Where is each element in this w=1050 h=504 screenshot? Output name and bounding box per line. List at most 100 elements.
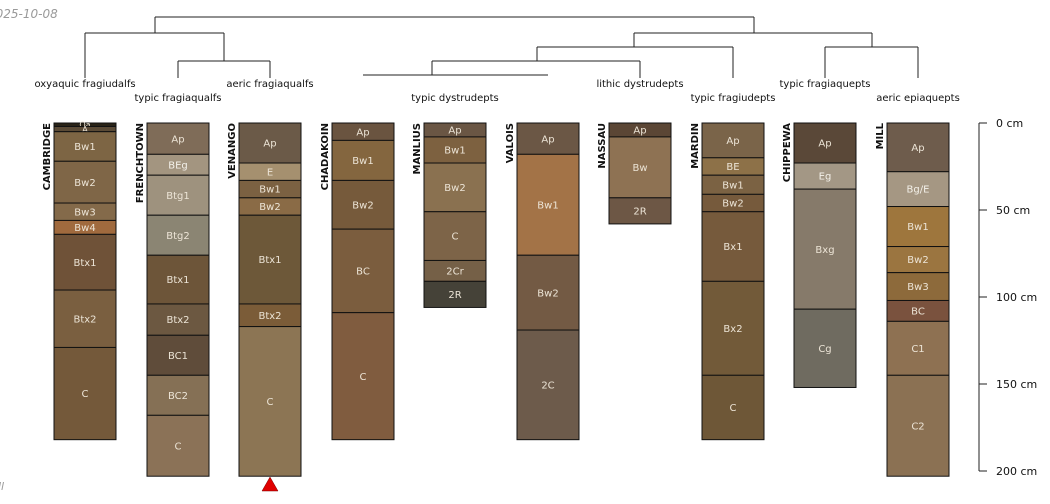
horizon-rect (146, 214, 210, 256)
horizon-label: Ap (911, 143, 924, 154)
horizon-label: Btx2 (258, 311, 281, 322)
horizon-label: Bw2 (444, 183, 465, 194)
profile-id-label: VALOIS (505, 123, 516, 163)
horizon-label: C1 (911, 344, 924, 355)
horizon-rect (793, 308, 857, 388)
horizon-label: Btg2 (166, 231, 190, 242)
horizon-rect (146, 174, 210, 216)
soil-profile: Ap Bw1 Bw2 C 2Cr 2R MANLIUS (412, 122, 487, 308)
soil-profile: Ap E Bw1 Bw2 Btx1 Btx2 C VENANGO (227, 122, 302, 477)
depth-tick-label: 100 cm (996, 291, 1037, 304)
horizon-label: Bw1 (74, 142, 95, 153)
profile-id-label: MARDIN (690, 123, 701, 169)
horizon-rect (516, 122, 580, 155)
horizon-rect (146, 122, 210, 155)
horizon-rect (886, 206, 950, 248)
taxon-label: typic fragiudepts (691, 93, 776, 104)
horizon-rect (886, 122, 950, 173)
horizon-label: BC (911, 307, 925, 318)
horizon-rect (238, 122, 302, 164)
taxon-label: oxyaquic fragiudalfs (34, 79, 135, 90)
depth-axis: 0 cm 50 cm 100 cm 150 cm 200 cm (978, 117, 1037, 478)
horizon-rect (516, 329, 580, 441)
taxon-label: aeric fragiaqualfs (226, 79, 313, 90)
profile-id-label: CHADAKOIN (320, 123, 331, 190)
horizon-label: Bw (632, 163, 647, 174)
horizon-label: 2R (633, 206, 646, 217)
horizon-label: A (82, 125, 88, 134)
profile-id-label: CHIPPEWA (782, 123, 793, 182)
soil-profile: Ap Bw 2R NASSAU (597, 122, 672, 225)
horizon-rect (701, 122, 765, 159)
profile-id-label: NASSAU (597, 123, 608, 169)
horizon-rect (516, 254, 580, 331)
horizon-label: Ap (263, 139, 276, 150)
horizon-rect (423, 136, 487, 164)
horizon-label: Cg (818, 344, 831, 355)
horizon-label: BE (726, 162, 739, 173)
taxon-label: aeric epiaquepts (876, 93, 960, 104)
horizon-rect (701, 280, 765, 376)
truncation-marker (261, 476, 279, 492)
horizon-label: Ap (541, 134, 554, 145)
horizon-label: Bg/E (907, 185, 930, 196)
horizon-rect (608, 197, 672, 225)
horizon-label: Bxg (815, 245, 834, 256)
horizon-label: C (82, 389, 89, 400)
horizon-label: Bx1 (723, 242, 742, 253)
dendrogram (84, 16, 919, 78)
soil-profile: Ap BE Bw1 Bw2 Bx1 Bx2 C MARDIN (690, 122, 765, 441)
horizon-label: C (730, 403, 737, 414)
horizon-rect (146, 254, 210, 305)
date-stamp: 2025-10-08 (0, 7, 58, 21)
horizon-label: Bw3 (74, 207, 95, 218)
horizon-label: Ap (726, 136, 739, 147)
horizon-label: Ap (171, 134, 184, 145)
soil-profile: OaA Bw1 Bw2 Bw3 Bw4 Btx1 Btx2 C CAMBRIDGE (42, 121, 117, 441)
horizon-rect (701, 211, 765, 282)
profile-id-label: CAMBRIDGE (42, 123, 53, 191)
soil-profile: Ap Bw1 Bw2 2C VALOIS (505, 122, 580, 441)
horizon-label: Bw2 (74, 178, 95, 189)
horizon-label: Btg1 (166, 191, 190, 202)
horizon-rect (886, 374, 950, 477)
horizon-label: Bw1 (352, 156, 373, 167)
horizon-label: BEg (168, 160, 188, 171)
horizon-label: C2 (911, 421, 924, 432)
horizon-rect (53, 289, 117, 348)
profile-id-label: FRENCHTOWN (135, 123, 146, 203)
horizon-label: Ap (356, 127, 369, 138)
horizon-rect (238, 326, 302, 477)
horizon-rect (793, 162, 857, 190)
horizon-label: Bw2 (259, 202, 280, 213)
horizon-label: 2R (448, 290, 461, 301)
horizon-label: C (360, 372, 367, 383)
depth-tick-label: 0 cm (996, 117, 1023, 130)
taxon-label: typic fragiaqualfs (135, 93, 222, 104)
horizon-label: Bw3 (907, 282, 928, 293)
horizon-label: Bx2 (723, 324, 742, 335)
horizon-label: Bw1 (722, 180, 743, 191)
horizon-label: BC1 (168, 351, 188, 362)
profile-id-label: MANLIUS (412, 123, 423, 174)
profile-id-label: VENANGO (227, 123, 238, 179)
horizon-label: 2C (541, 380, 554, 391)
horizon-rect (146, 303, 210, 336)
profile-id-label: MILL (875, 122, 886, 149)
horizon-rect (53, 160, 117, 204)
horizon-rect (146, 334, 210, 376)
depth-tick-label: 50 cm (996, 204, 1030, 217)
horizon-label: Bw2 (907, 255, 928, 266)
horizon-rect (886, 320, 950, 376)
horizon-label: Btx1 (73, 258, 96, 269)
horizon-label: Eg (819, 172, 832, 183)
horizon-label: C (267, 397, 274, 408)
horizon-label: BC2 (168, 391, 188, 402)
horizon-label: Bw2 (722, 199, 743, 210)
horizon-label: Bw4 (74, 223, 95, 234)
horizon-rect (793, 188, 857, 310)
horizon-rect (886, 272, 950, 301)
